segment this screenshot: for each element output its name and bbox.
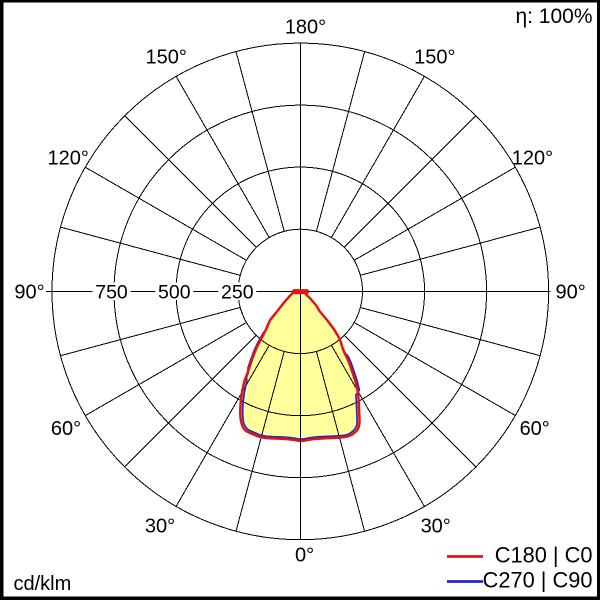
svg-text:C270 | C90: C270 | C90 [483,567,593,592]
svg-text:0°: 0° [295,545,314,567]
svg-text:60°: 60° [520,418,550,440]
svg-text:30°: 30° [421,516,451,538]
svg-text:cd/klm: cd/klm [14,573,72,595]
svg-text:180°: 180° [285,17,326,39]
svg-text:C180 | C0: C180 | C0 [495,542,593,567]
svg-text:30°: 30° [145,516,175,538]
svg-text:500: 500 [158,281,191,303]
svg-text:120°: 120° [48,148,89,170]
svg-text:η: 100%: η: 100% [515,5,592,28]
svg-text:250: 250 [221,281,254,303]
svg-text:150°: 150° [146,47,187,69]
svg-text:90°: 90° [14,281,44,303]
svg-text:150°: 150° [414,47,455,69]
svg-text:750: 750 [95,281,128,303]
svg-text:60°: 60° [51,418,81,440]
svg-text:120°: 120° [512,148,553,170]
svg-text:90°: 90° [555,281,585,303]
